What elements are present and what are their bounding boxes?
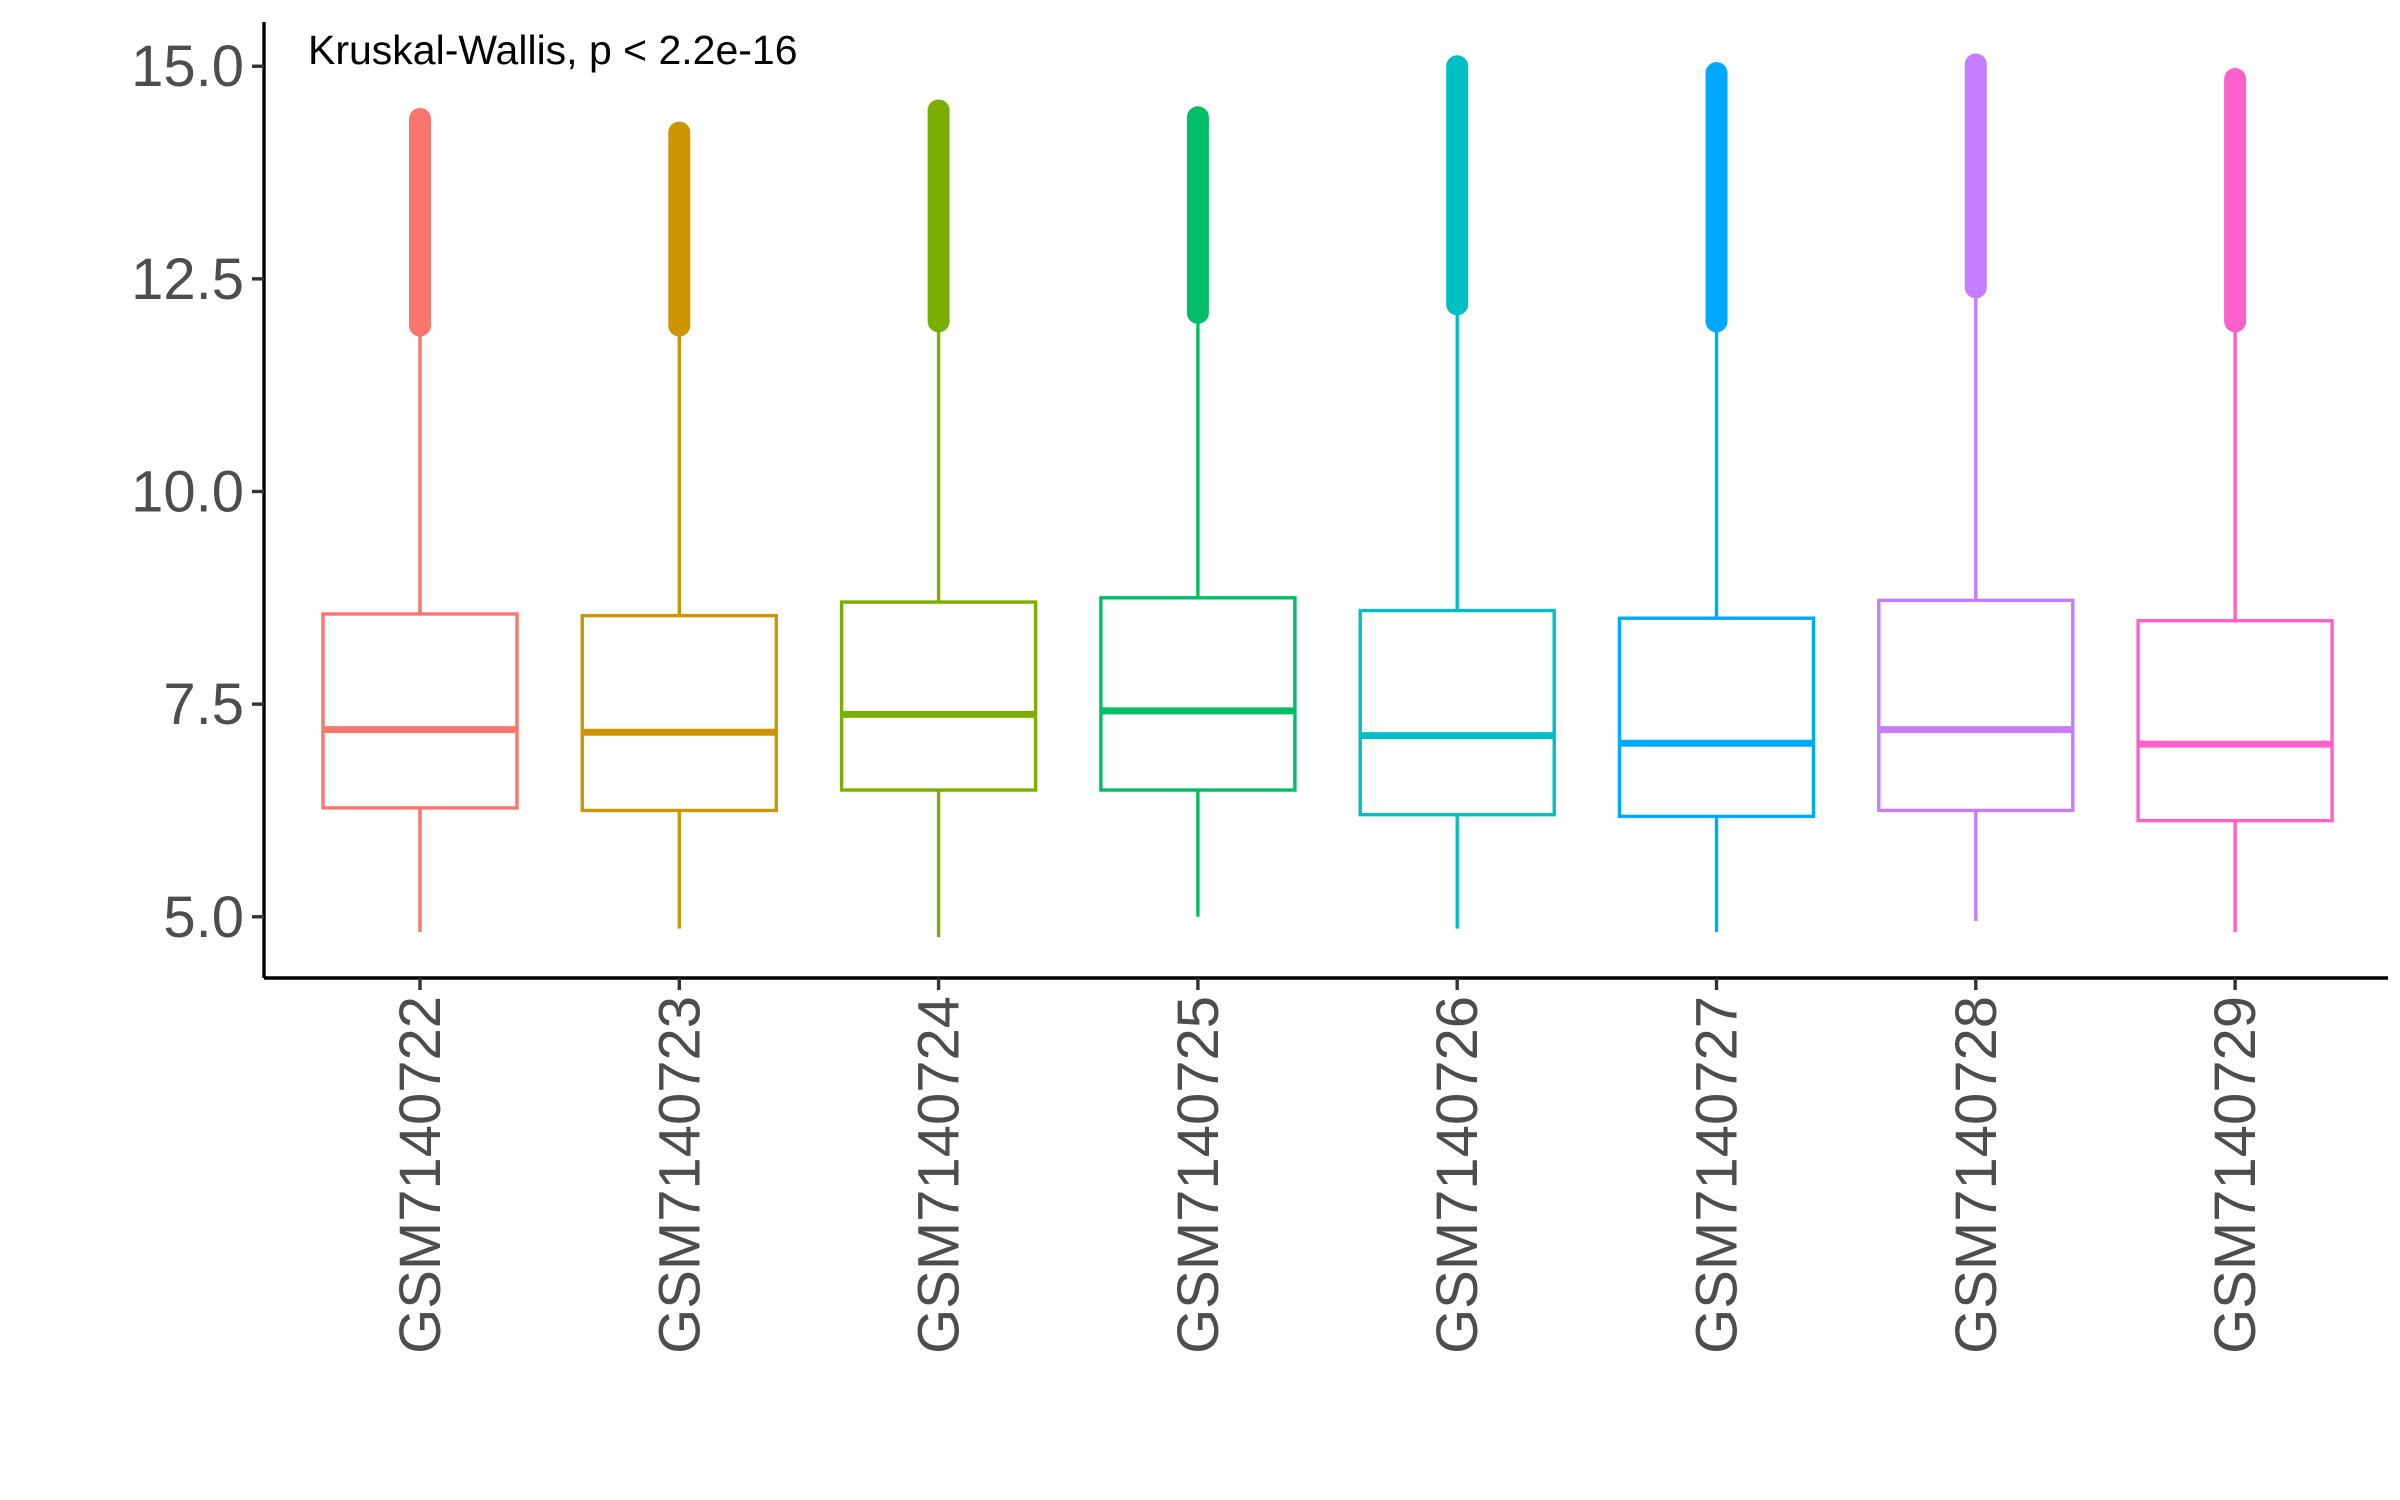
y-axis: 5.0 7.5 10.0 12.5 15.0: [131, 22, 266, 978]
x-tick-label-GSM7140729: GSM7140729: [2203, 996, 2268, 1354]
x-tick-label-GSM7140722: GSM7140722: [388, 996, 453, 1354]
box-GSM7140724: [839, 600, 1038, 792]
box-GSM7140723: [580, 613, 778, 813]
box-group-GSM7140727: [1617, 62, 1816, 933]
x-tick-label-GSM7140727: GSM7140727: [1685, 996, 1750, 1354]
box-group-GSM7140722: [321, 107, 519, 933]
y-tick-label-10.0: 10.0: [131, 459, 244, 524]
x-axis: GSM7140722 GSM7140723 GSM7140724 GSM7140725…: [264, 976, 2388, 1354]
y-tick-label-12.5: 12.5: [131, 247, 244, 312]
box-group-GSM7140729: [2136, 67, 2334, 933]
box-GSM7140727: [1617, 616, 1816, 819]
x-tick-label-GSM7140724: GSM7140724: [907, 996, 972, 1354]
box-GSM7140726: [1358, 608, 1556, 817]
kruskal-wallis-annotation: Kruskal-Wallis, p < 2.2e-16: [308, 27, 798, 73]
box-group-GSM7140725: [1099, 106, 1297, 917]
box-GSM7140729: [2136, 619, 2334, 823]
box-group-GSM7140728: [1877, 53, 2075, 922]
y-tick-label-7.5: 7.5: [163, 672, 244, 737]
box-group-GSM7140723: [580, 121, 778, 929]
x-tick-label-GSM7140723: GSM7140723: [647, 996, 712, 1354]
box-GSM7140722: [321, 612, 519, 810]
box-GSM7140728: [1877, 598, 2075, 813]
box-group-GSM7140724: [839, 99, 1038, 938]
y-tick-label-5.0: 5.0: [163, 885, 244, 950]
box-group-GSM7140726: [1358, 55, 1556, 929]
x-tick-label-GSM7140728: GSM7140728: [1944, 996, 2009, 1354]
y-tick-label-15.0: 15.0: [131, 34, 244, 99]
x-tick-label-GSM7140726: GSM7140726: [1425, 996, 1490, 1354]
x-tick-label-GSM7140725: GSM7140725: [1166, 996, 1231, 1354]
box-GSM7140725: [1099, 596, 1297, 792]
plot-marks: [321, 53, 2334, 938]
